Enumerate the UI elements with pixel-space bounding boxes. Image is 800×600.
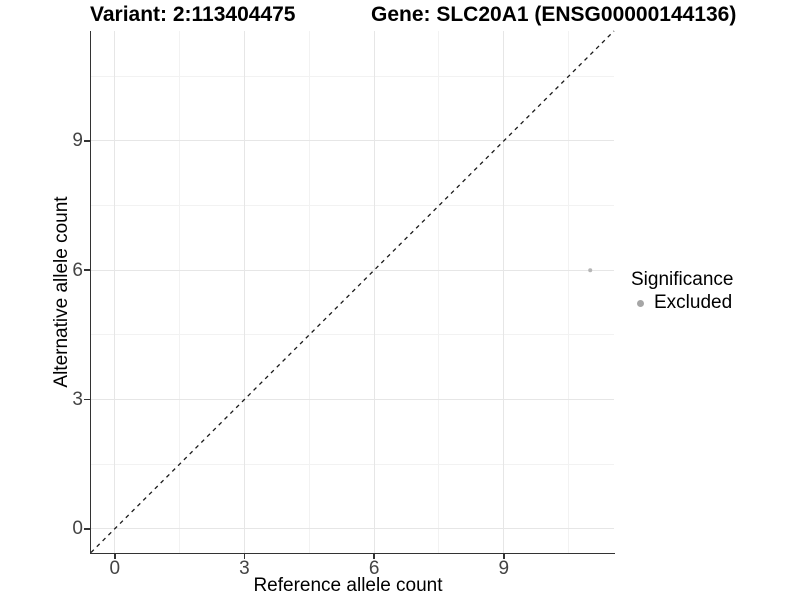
y-tick-mark — [84, 398, 90, 401]
legend-key-dot-icon — [637, 299, 644, 307]
legend: Significance Excluded — [631, 269, 733, 314]
x-major-gridline — [243, 31, 245, 553]
x-minor-gridline — [438, 31, 440, 553]
y-tick-label: 9 — [72, 130, 83, 152]
x-major-gridline — [373, 31, 375, 553]
x-tick-label: 0 — [109, 558, 121, 579]
x-axis-line — [89, 552, 615, 554]
x-minor-gridline — [308, 31, 310, 553]
y-minor-gridline — [91, 205, 614, 207]
x-tick-label: 6 — [368, 558, 380, 579]
legend-item-label: Excluded — [654, 292, 733, 313]
y-tick-mark — [84, 140, 90, 142]
x-tick-mark — [114, 554, 116, 559]
y-major-gridline — [91, 140, 614, 142]
x-tick-mark — [243, 554, 246, 559]
legend-item-excluded: Excluded — [631, 292, 733, 314]
y-tick-mark — [84, 528, 90, 530]
x-minor-gridline — [568, 31, 570, 553]
y-minor-gridline — [91, 75, 614, 77]
y-tick-label: 3 — [72, 388, 83, 410]
x-major-gridline — [503, 31, 505, 553]
x-tick-mark — [503, 554, 505, 559]
x-axis-title: Reference allele count — [253, 575, 443, 596]
y-axis-line — [89, 31, 91, 554]
y-tick-label: 6 — [72, 259, 83, 281]
identity-dashed-line — [90, 30, 615, 553]
y-major-gridline — [91, 528, 614, 530]
x-tick-label: 9 — [498, 558, 510, 579]
y-tick-mark — [84, 269, 90, 271]
y-minor-gridline — [91, 334, 614, 336]
x-major-gridline — [114, 31, 116, 553]
y-tick-label: 0 — [72, 518, 83, 540]
plot-title-variant: Variant: 2:113404475 — [90, 3, 296, 26]
x-tick-label: 3 — [239, 558, 250, 579]
y-axis-title: Alternative allele count — [51, 196, 72, 388]
x-minor-gridline — [179, 31, 181, 553]
plot-title-gene: Gene: SLC20A1 (ENSG00000144136) — [371, 3, 737, 26]
y-major-gridline — [91, 398, 614, 400]
legend-title: Significance — [631, 269, 734, 290]
x-tick-mark — [373, 554, 375, 559]
y-minor-gridline — [91, 463, 614, 465]
y-major-gridline — [91, 269, 614, 271]
